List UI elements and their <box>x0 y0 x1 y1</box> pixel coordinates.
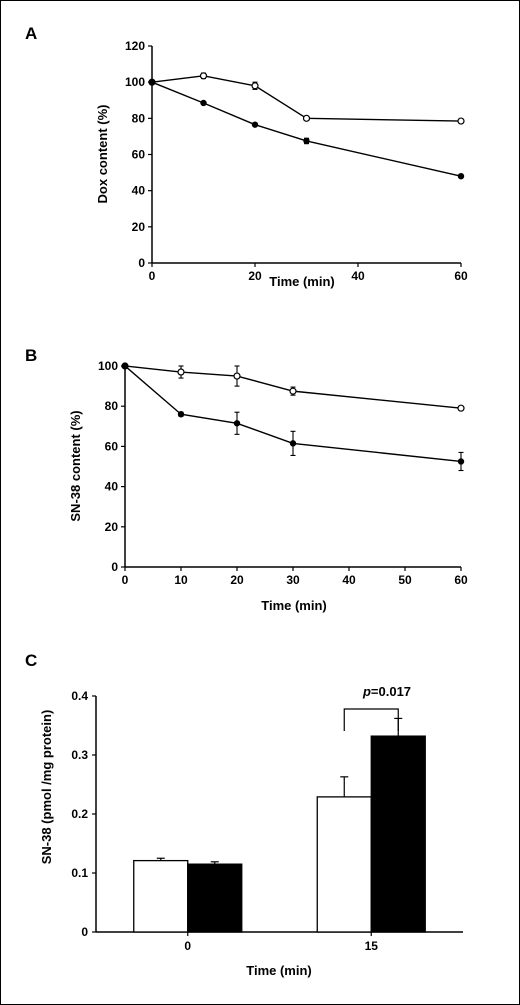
data-point-open <box>199 72 208 80</box>
x-tick-label: 60 <box>454 573 468 587</box>
y-tick-label: 0.1 <box>71 866 88 880</box>
panel-c-plot: 0 0.1 0.2 0.3 0.4 0 15 <box>71 689 463 953</box>
x-tick-label: 0 <box>149 269 156 283</box>
panel-c: C 0 0.1 0.2 0.3 0.4 0 15 Time (min) SN-38 (pmo… <box>25 651 463 978</box>
data-point-open <box>302 114 311 122</box>
y-tick-label: 0.3 <box>71 748 88 762</box>
bar-black <box>187 863 243 933</box>
panel-b-ylabel: SN-38 content (%) <box>68 410 83 521</box>
x-tick-label: 60 <box>454 269 468 283</box>
data-point-filled <box>121 362 129 370</box>
panel-a-ylabel: Dox content (%) <box>95 105 110 204</box>
panel-a: A 0 20 40 60 80 100 120 0 20 40 60 Time (min) Dox … <box>25 24 468 289</box>
panel-a-xlabel: Time (min) <box>269 274 335 289</box>
data-point-filled <box>289 440 297 447</box>
panel-c-letter: C <box>25 651 37 670</box>
p-value: =0.017 <box>371 684 411 699</box>
x-tick-label: 0 <box>122 573 129 587</box>
x-tick-label: 15 <box>365 939 379 953</box>
y-tick-label: 0 <box>81 925 88 939</box>
panel-c-ylabel: SN-38 (pmol /mg protein) <box>39 710 54 865</box>
y-tick-label: 0 <box>138 256 145 270</box>
data-point-filled <box>200 99 207 107</box>
y-tick-label: 100 <box>98 359 118 373</box>
x-tick-label: 40 <box>342 573 356 587</box>
data-point-open <box>177 368 185 376</box>
panel-a-plot: 0 20 40 60 80 100 120 0 20 40 60 <box>125 39 468 283</box>
data-point-open <box>457 117 465 125</box>
y-tick-label: 40 <box>105 480 119 494</box>
y-tick-label: 100 <box>125 75 145 89</box>
bar-white <box>316 796 372 933</box>
panel-c-xlabel: Time (min) <box>246 963 312 978</box>
data-point-filled <box>233 420 241 427</box>
y-tick-label: 80 <box>105 399 119 413</box>
y-tick-label: 40 <box>132 184 146 198</box>
data-point-filled <box>457 458 465 465</box>
panel-b-xlabel: Time (min) <box>261 598 327 613</box>
y-tick-label: 0.4 <box>71 689 88 703</box>
bar-black <box>370 735 426 933</box>
panel-c-p-annotation: p=0.017 <box>362 684 411 699</box>
data-point-open <box>457 404 465 412</box>
x-tick-label: 20 <box>248 269 262 283</box>
x-tick-label: 40 <box>351 269 365 283</box>
series-line-filled <box>151 81 462 177</box>
data-point-open <box>289 387 297 395</box>
data-point-open <box>233 372 241 380</box>
data-point-filled <box>148 78 156 86</box>
y-tick-label: 120 <box>125 39 145 53</box>
panel-a-letter: A <box>25 24 37 43</box>
significance-bracket <box>343 708 399 731</box>
bar-white <box>133 859 189 933</box>
y-tick-label: 0.2 <box>71 807 88 821</box>
data-point-filled <box>177 411 185 418</box>
panel-b-letter: B <box>25 346 37 365</box>
panel-b: B 0 20 40 60 80 100 0 10 20 30 40 50 60 Time (min) S… <box>25 346 468 613</box>
panel-b-plot: 0 20 40 60 80 100 0 10 20 30 40 50 60 <box>98 359 468 587</box>
data-point-filled <box>457 172 465 180</box>
p-italic: p <box>362 684 371 699</box>
series-line-open <box>151 75 462 122</box>
y-tick-label: 0 <box>111 560 118 574</box>
y-tick-label: 80 <box>132 111 146 125</box>
x-tick-label: 0 <box>184 939 191 953</box>
data-point-filled <box>303 137 310 145</box>
y-tick-label: 20 <box>105 520 119 534</box>
y-tick-label: 60 <box>132 148 146 162</box>
y-tick-label: 60 <box>105 439 119 453</box>
x-tick-label: 20 <box>230 573 244 587</box>
x-tick-label: 10 <box>174 573 188 587</box>
x-tick-label: 30 <box>286 573 300 587</box>
x-tick-label: 50 <box>398 573 412 587</box>
data-point-filled <box>251 121 259 128</box>
y-tick-label: 20 <box>132 220 146 234</box>
data-point-open <box>251 82 259 90</box>
